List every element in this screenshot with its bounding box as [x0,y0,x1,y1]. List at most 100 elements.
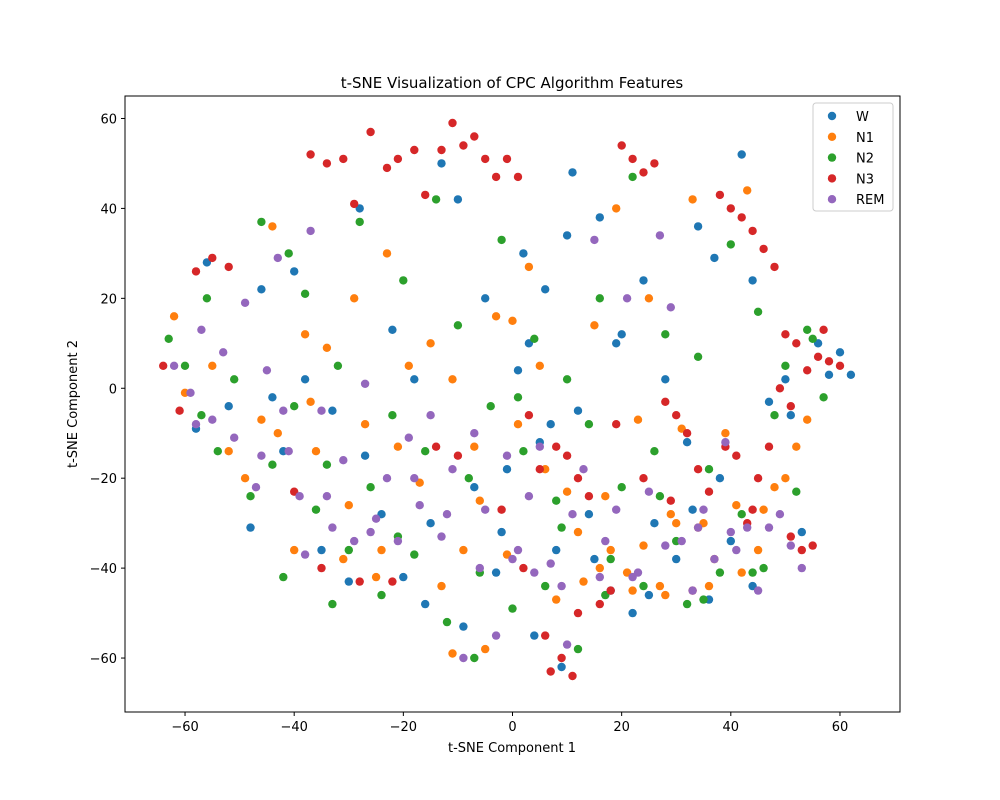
point-n2-18 [388,411,397,420]
plot-area [125,96,900,712]
point-n3-11 [393,154,403,164]
point-n1-51 [792,442,801,451]
point-rem-56 [786,541,795,550]
point-rem-55 [775,510,785,519]
point-w-16 [453,195,463,204]
point-n2-69 [808,334,817,343]
point-n2-46 [693,352,703,361]
point-rem-30 [502,451,512,460]
point-n3-25 [557,653,566,663]
point-rem-62 [322,492,332,501]
point-w-21 [502,465,512,474]
point-rem-6 [240,298,250,307]
point-n3-6 [322,159,332,168]
point-n2-2 [197,411,206,420]
point-rem-10 [284,447,293,456]
point-rem-0 [169,361,179,370]
point-rem-66 [475,563,484,573]
series-rem [169,226,806,663]
point-n3-22 [524,411,534,420]
point-n3-67 [453,451,463,460]
point-n1-14 [371,572,381,582]
legend-label-w: W [856,110,869,125]
point-rem-38 [590,235,599,245]
point-n3-73 [639,474,648,483]
point-n2-23 [442,617,452,627]
point-w-51 [824,370,834,379]
point-n3-1 [175,406,184,415]
point-w-26 [541,285,550,294]
point-rem-74 [726,527,735,537]
point-n3-13 [421,190,430,200]
point-w-43 [715,474,725,483]
point-w-39 [672,554,681,564]
point-n2-10 [300,289,310,298]
point-n3-17 [470,132,479,141]
point-n2-62 [470,653,479,663]
point-n2-41 [639,581,648,591]
point-n3-15 [448,118,457,128]
point-rem-3 [208,415,217,424]
point-w-59 [497,527,506,537]
point-n1-23 [470,442,479,451]
point-w-22 [513,366,523,375]
point-w-36 [639,276,648,285]
point-w-5 [300,375,310,384]
x-tick-label: 20 [613,720,630,735]
series-n1 [169,186,812,658]
point-n1-29 [535,361,544,370]
point-rem-5 [230,433,239,442]
point-n2-20 [410,550,419,559]
point-n2-63 [513,393,523,402]
point-w-17 [459,622,468,631]
legend-label-rem: REM [856,193,884,208]
point-n1-58 [475,496,484,505]
chart-title: t-SNE Visualization of CPC Algorithm Fea… [341,74,684,92]
point-n2-64 [557,523,566,532]
point-n2-15 [355,217,364,227]
point-n3-56 [753,474,763,483]
point-n2-51 [748,568,757,577]
point-rem-72 [661,541,670,550]
point-rem-65 [442,510,452,519]
point-w-4 [290,267,299,276]
point-rem-69 [562,640,572,649]
point-w-6 [317,545,326,555]
point-rem-19 [382,474,392,483]
point-n3-5 [306,150,315,159]
point-n3-12 [410,145,419,155]
point-rem-26 [459,653,468,663]
point-n3-27 [552,442,561,451]
points-layer [159,118,856,681]
point-n3-57 [764,442,774,451]
point-n2-16 [366,483,375,492]
point-w-63 [590,554,599,564]
point-n1-15 [382,249,392,258]
point-n1-8 [300,330,310,339]
point-rem-1 [186,388,195,397]
point-n2-56 [803,325,812,334]
point-rem-50 [721,438,730,447]
point-n3-10 [382,163,392,173]
point-n2-33 [552,496,561,505]
point-w-31 [584,510,594,519]
point-w-64 [617,330,626,339]
point-n1-32 [579,577,588,586]
point-n2-57 [819,393,828,402]
point-w-18 [470,483,479,492]
point-n3-68 [497,505,506,514]
point-n3-70 [541,631,550,640]
point-n2-45 [682,599,692,609]
legend: W N1 N2 N3 REM [812,102,894,212]
point-n3-42 [715,190,725,200]
point-rem-39 [601,536,610,546]
point-n3-24 [546,667,555,676]
point-n1-20 [437,581,446,591]
legend-frame [812,102,894,212]
point-rem-64 [410,474,419,483]
point-n3-65 [388,577,397,586]
point-n2-60 [328,599,337,609]
point-rem-32 [524,492,534,501]
point-n1-40 [666,510,675,519]
point-n1-55 [344,501,353,510]
